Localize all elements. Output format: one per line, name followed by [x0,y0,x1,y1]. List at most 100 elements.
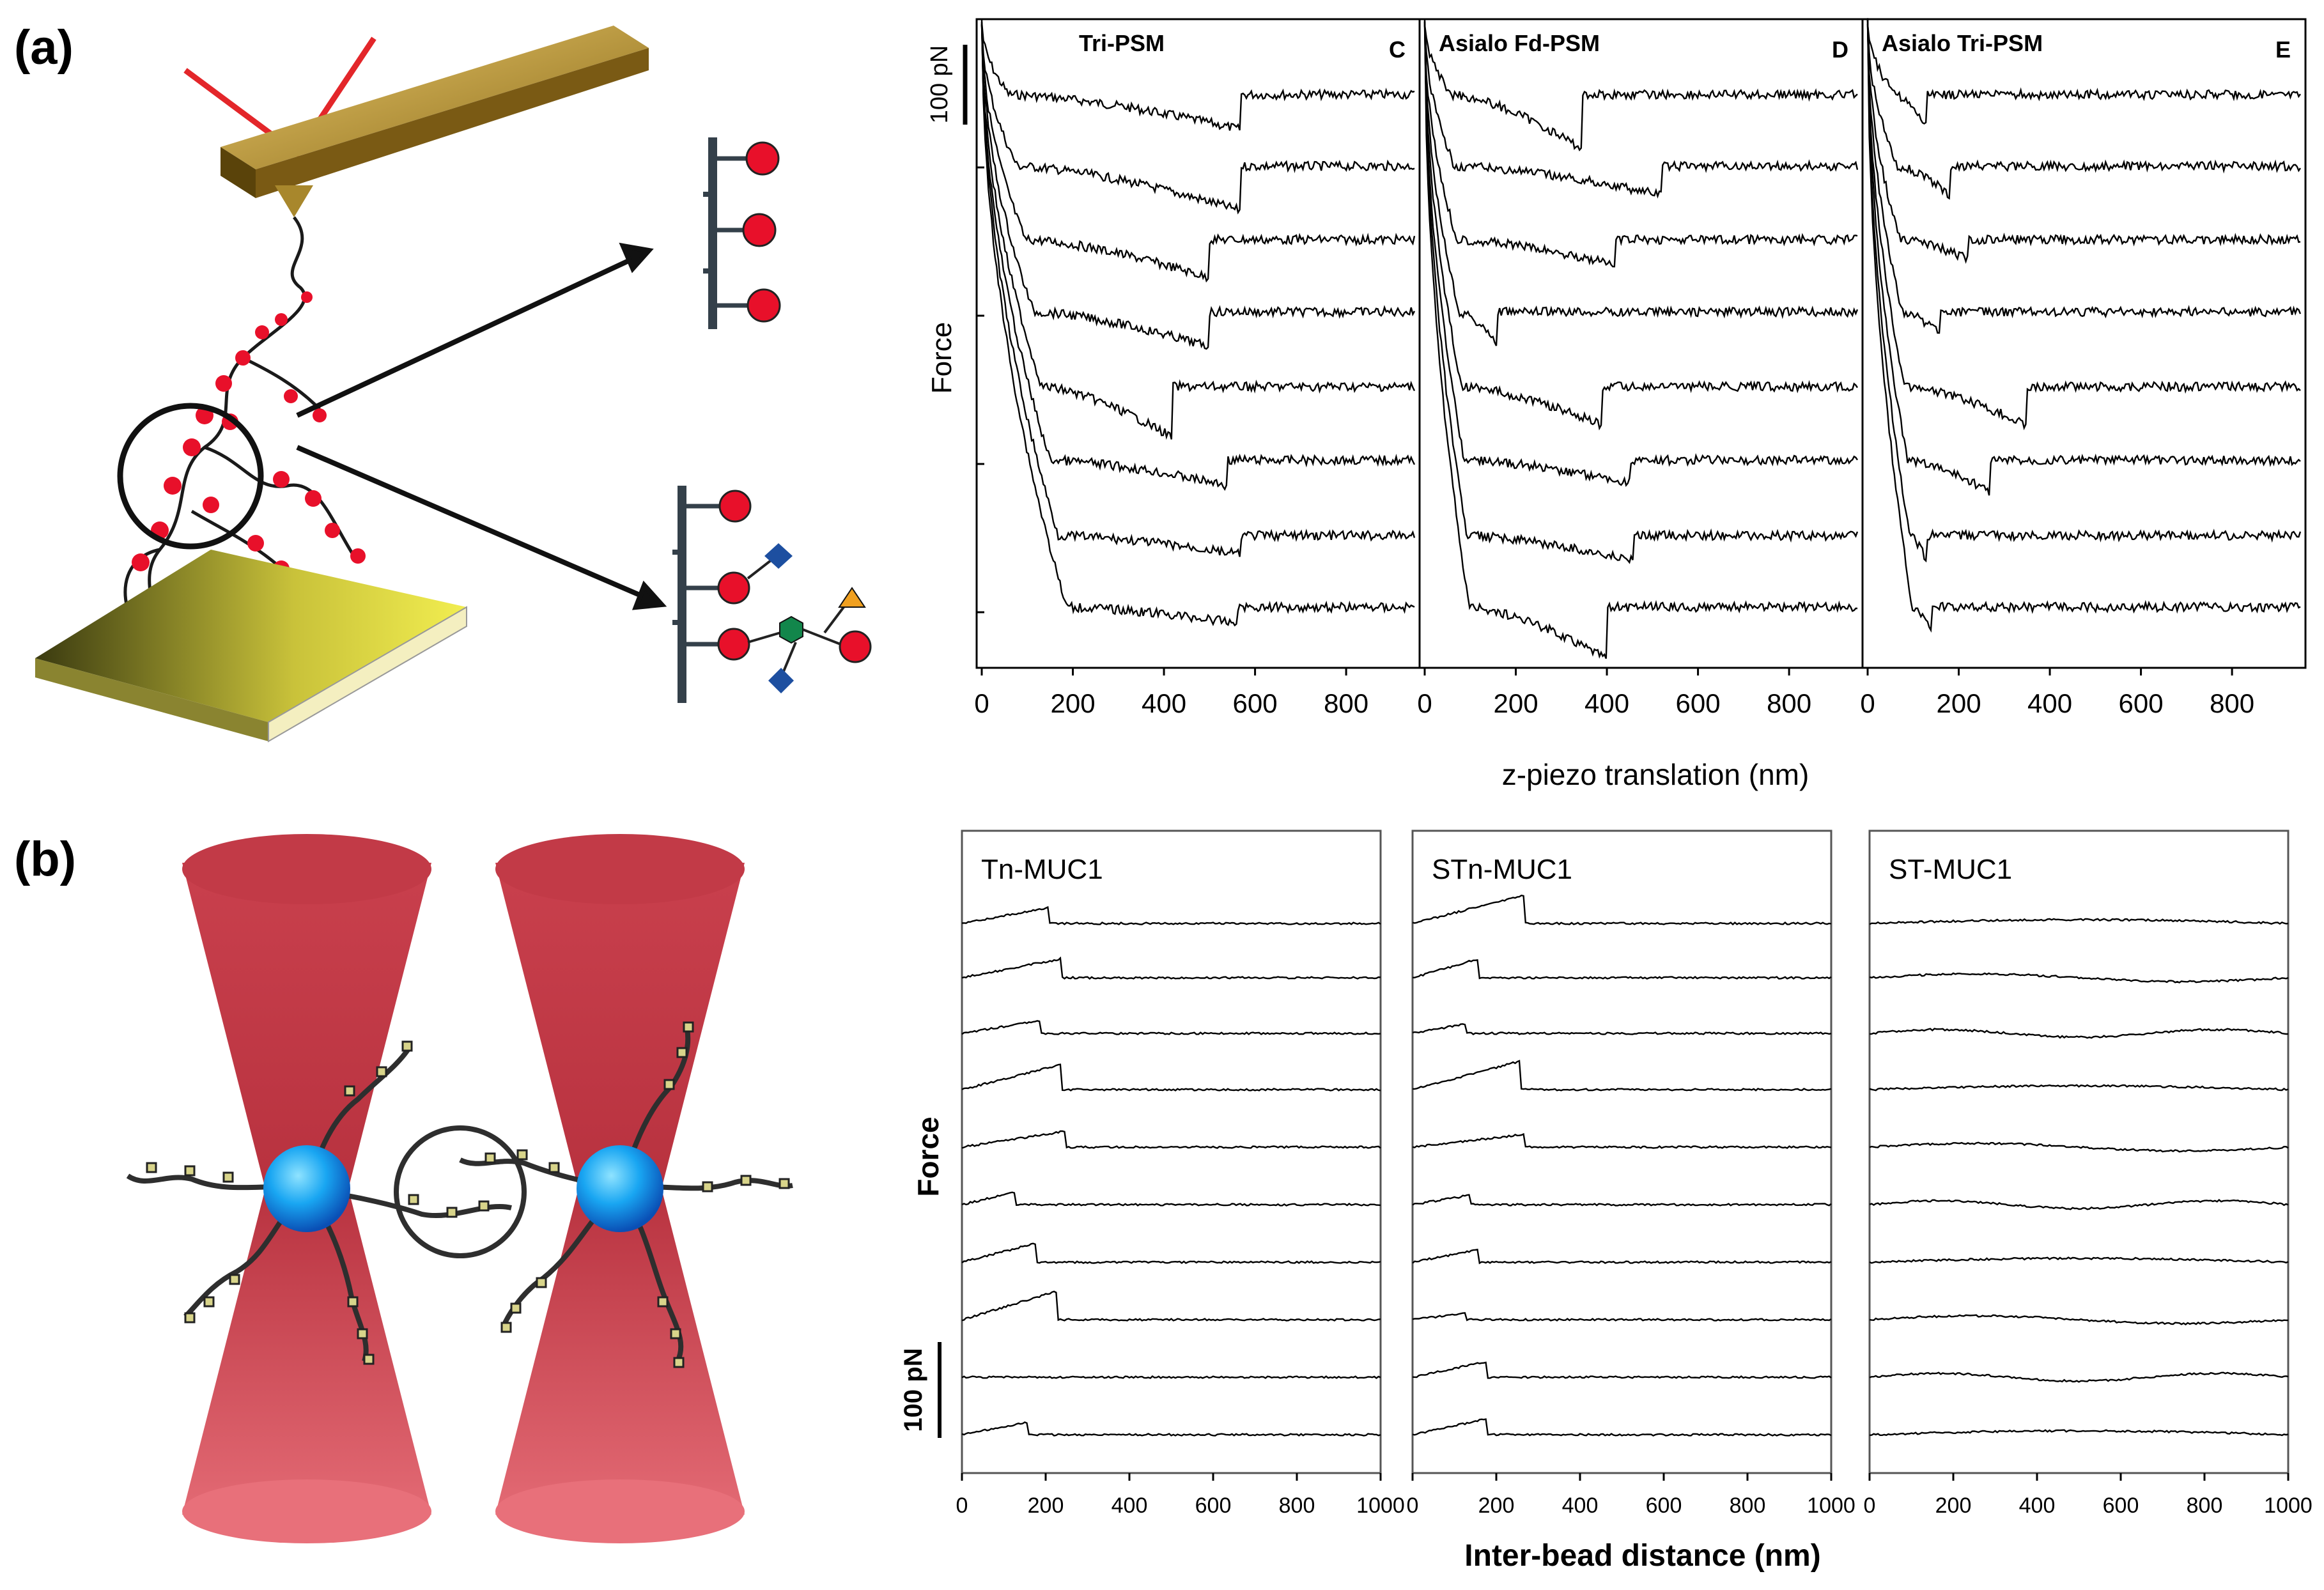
ot-force-curve [961,1020,1381,1035]
afm-force-curve [980,22,1416,491]
tweezers-chart: Tn-MUC1 0 200 400 600 800 1000 STn-MUC1 0 200 400 6… [899,830,2312,1573]
afm-x-tick-label: 0 [1417,688,1432,718]
ot-panel-frame [1411,830,1832,1474]
afm-force-curve [1423,21,1859,346]
ot-x-tick-label: 200 [1478,1494,1515,1518]
tweezers-diagram [126,834,793,1543]
afm-panel-letter: C [1389,36,1406,63]
ot-scale-bar-label: 100 pN [899,1348,927,1432]
ot-x-tick-label: 0 [956,1494,968,1518]
panel-label-b: (b) [14,832,76,886]
arrow-icon [296,242,667,610]
ot-force-curve [961,1290,1381,1322]
afm-force-curve [980,25,1416,557]
afm-force-curve [1423,26,1858,487]
afm-x-tick-label: 600 [2119,688,2164,718]
ot-force-curve [961,906,1381,925]
afm-chart: Tri-PSM C 0 200 400 600 800 Asialo Fd-PSM D 0 200 4… [926,18,2307,791]
afm-panel-letter: D [1832,36,1848,63]
afm-x-tick-label: 200 [1936,688,1981,718]
afm-x-label: z-piezo translation (nm) [1502,758,1809,791]
ot-force-curve [1412,1248,1832,1265]
afm-panel-title: Asialo Tri-PSM [1882,30,2043,56]
tri-glycan-icon [703,137,781,329]
ot-force-curve [961,1063,1381,1092]
ot-force-curve [1412,1023,1832,1035]
afm-force-curve [1423,25,1859,199]
ot-force-curve [961,1421,1381,1437]
ot-force-curve [1869,1199,2289,1210]
mucin-brush-icon [126,1028,793,1362]
afm-diagram [35,26,872,743]
ot-force-curve [1412,1361,1832,1379]
ot-x-tick-label: 200 [1935,1494,1972,1518]
ot-force-curve [1413,959,1832,980]
ot-scale-bar: 100 pN [899,1342,941,1438]
ot-force-curve [1869,1371,2289,1383]
afm-force-curve [1866,18,2301,496]
afm-force-curve [980,25,1416,440]
ot-panel-2: STn-MUC1 0 200 400 600 800 1000 [1407,830,1855,1518]
ot-x-tick-label: 200 [1028,1494,1064,1518]
afm-panel-frame [1861,18,2307,669]
afm-x-tick-label: 0 [1860,688,1875,718]
ot-panel-3: ST-MUC1 0 200 400 600 800 1000 [1864,830,2312,1518]
ot-force-curve [1869,1141,2289,1153]
afm-force-curve [980,24,1416,283]
afm-force-curve [1866,24,2301,125]
ot-x-tick-label: 400 [1562,1494,1599,1518]
ot-force-curve [961,1191,1381,1207]
ot-x-tick-label: 1000 [2264,1494,2312,1518]
ot-panel-frame [1868,830,2289,1474]
bead-icon [577,1145,663,1232]
ot-panel-title: STn-MUC1 [1432,854,1572,885]
ot-force-curve [1412,1132,1832,1149]
ot-panel-frame [961,830,1382,1474]
ot-force-curve [1413,1060,1832,1092]
afm-force-curve [1866,23,2301,200]
afm-x-tick-label: 200 [1050,688,1095,718]
afm-panel-2: Asialo Fd-PSM D 0 200 400 600 800 [1417,18,1864,718]
ot-x-tick-label: 600 [2103,1494,2139,1518]
afm-x-tick-label: 800 [1767,688,1811,718]
ot-force-curve [1412,1194,1832,1207]
magnifier-circle-icon [394,1125,527,1258]
ot-force-curve [1869,918,2289,925]
afm-x-tick-label: 400 [2027,688,2072,718]
ot-panel-1: Tn-MUC1 0 200 400 600 800 1000 [956,830,1405,1518]
afm-force-curve [1423,19,1859,564]
cantilever-icon [221,26,649,217]
ot-force-curve [1869,1084,2289,1092]
afm-panel-frame [1418,18,1864,669]
ot-force-curve [1869,1256,2289,1264]
ot-x-tick-label: 800 [2187,1494,2223,1518]
ot-x-tick-label: 1000 [1807,1494,1855,1518]
afm-force-curve [980,24,1415,215]
afm-panel-letter: E [2275,36,2291,63]
afm-force-curve [1866,18,2302,563]
ot-force-curve [1869,1314,2289,1325]
afm-panel-1: Tri-PSM C 0 200 400 600 800 [974,18,1421,718]
ot-x-tick-label: 0 [1407,1494,1419,1518]
afm-force-curve [980,19,1415,627]
ot-force-curve [1869,972,2289,984]
ot-panel-title: Tn-MUC1 [981,854,1103,885]
afm-x-tick-label: 600 [1676,688,1721,718]
ot-x-tick-label: 0 [1864,1494,1876,1518]
afm-force-curve [1866,20,2301,264]
afm-x-tick-label: 800 [2210,688,2254,718]
afm-force-curve [980,23,1416,350]
ot-y-label: Force [911,1116,945,1196]
afm-panel-3: Asialo Tri-PSM E 0 200 400 600 800 [1860,18,2307,718]
afm-scale-bar: 100 pN [926,45,968,125]
afm-y-label: Force [926,322,957,394]
ot-force-curve [961,956,1381,980]
ot-x-tick-label: 600 [1646,1494,1682,1518]
ot-x-tick-label: 800 [1730,1494,1766,1518]
ot-x-tick-label: 400 [1112,1494,1148,1518]
afm-panel-title: Tri-PSM [1079,30,1165,56]
afm-scale-bar-label: 100 pN [926,45,953,124]
ot-force-curve [1869,1429,2289,1437]
ot-x-tick-label: 1000 [1356,1494,1405,1518]
